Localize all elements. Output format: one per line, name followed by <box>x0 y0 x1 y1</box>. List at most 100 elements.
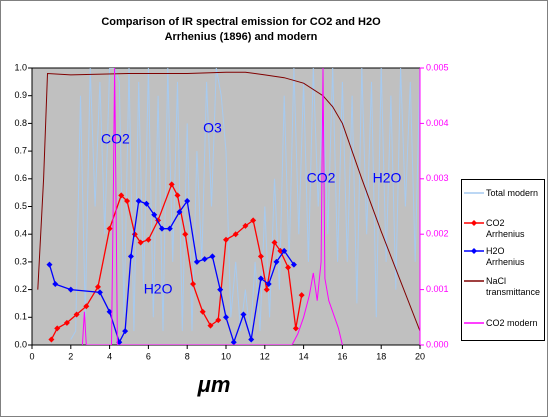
y2-tick-label: 0.002 <box>426 229 449 239</box>
x-tick-label: 0 <box>29 351 34 361</box>
point-marker <box>217 286 224 293</box>
point-marker <box>209 253 216 260</box>
point-marker <box>223 236 229 243</box>
y2-tick-label: 0.000 <box>426 339 449 349</box>
point-marker <box>240 311 247 318</box>
point-marker <box>190 281 197 288</box>
point-marker <box>248 336 255 343</box>
point-marker <box>215 317 222 324</box>
y-tick-label: 0.2 <box>14 284 27 294</box>
point-marker <box>230 339 237 345</box>
point-marker <box>73 311 80 318</box>
x-axis-label: μm <box>197 372 231 397</box>
point-marker <box>106 225 113 232</box>
legend-swatch <box>464 280 484 282</box>
legend-swatch <box>464 192 484 194</box>
point-marker <box>145 236 152 243</box>
point-marker <box>143 200 150 207</box>
point-marker <box>285 264 292 271</box>
series-group <box>37 68 420 345</box>
point-marker <box>223 314 229 321</box>
y-tick-label: 0.9 <box>14 90 27 100</box>
point-marker <box>250 217 257 224</box>
y-tick-label: 0.5 <box>14 201 27 211</box>
legend-label: CO2 Arrhenius <box>486 218 525 239</box>
y-tick-label: 0.3 <box>14 256 27 266</box>
point-marker <box>127 253 134 260</box>
point-marker <box>94 283 101 290</box>
legend-swatch <box>464 220 484 226</box>
point-marker <box>193 258 200 265</box>
x-tick-label: 10 <box>221 351 231 361</box>
point-marker <box>201 256 208 263</box>
point-marker <box>83 303 90 310</box>
point-marker <box>166 225 173 232</box>
x-tick-label: 4 <box>107 351 112 361</box>
point-marker <box>96 289 103 296</box>
point-marker <box>257 275 264 282</box>
point-marker <box>168 181 175 188</box>
point-marker <box>273 258 280 265</box>
y2-tick-label: 0.004 <box>426 118 449 128</box>
plot-area <box>31 67 421 346</box>
point-marker <box>277 247 284 254</box>
point-marker <box>298 292 305 299</box>
annotation: H2O <box>373 170 402 186</box>
y2-tick-label: 0.005 <box>426 62 449 72</box>
annotation: H2O <box>144 280 173 296</box>
point-marker <box>184 197 191 204</box>
point-marker <box>232 231 239 238</box>
x-tick-label: 14 <box>299 351 309 361</box>
series-line <box>48 199 295 345</box>
point-marker <box>48 336 55 343</box>
x-tick-label: 16 <box>337 351 347 361</box>
y-tick-label: 0.7 <box>14 145 27 155</box>
annotation: O3 <box>203 120 222 136</box>
point-marker <box>271 239 278 246</box>
point-marker <box>174 192 181 199</box>
x-tick-label: 2 <box>68 351 73 361</box>
point-marker <box>207 322 214 329</box>
legend-label: H2O Arrhenius <box>486 246 525 267</box>
legend-label: NaCl transmittance <box>486 276 541 297</box>
x-tick-label: 12 <box>260 351 270 361</box>
chart-subtitle: Arrhenius (1896) and modern <box>165 31 318 43</box>
point-marker <box>176 209 183 216</box>
point-marker <box>135 197 142 204</box>
point-marker <box>67 286 74 293</box>
point-marker <box>290 261 297 268</box>
x-tick-label: 8 <box>185 351 190 361</box>
legend: Total modern CO2 Arrhenius H2O Arrhenius Na… <box>461 179 545 341</box>
legend-label: Total modern <box>486 188 539 198</box>
annotation: CO2 <box>307 170 336 186</box>
point-marker <box>118 192 125 199</box>
point-marker <box>124 197 131 204</box>
series-line <box>70 68 420 340</box>
annotation: CO2 <box>101 131 130 147</box>
y-tick-label: 0.0 <box>14 339 27 349</box>
point-marker <box>265 281 272 288</box>
point-marker <box>52 281 59 288</box>
point-marker <box>257 253 264 260</box>
point-marker <box>263 286 270 293</box>
point-marker <box>54 325 61 332</box>
point-marker <box>137 239 144 246</box>
point-marker <box>281 247 288 254</box>
point-marker <box>122 328 129 335</box>
chart-title: Comparison of IR spectral emission for C… <box>101 16 381 28</box>
point-marker <box>199 308 206 315</box>
x-tick-label: 18 <box>376 351 386 361</box>
legend-label: CO2 modern <box>486 318 538 328</box>
y2-tick-label: 0.003 <box>426 173 449 183</box>
y-tick-label: 0.4 <box>14 229 27 239</box>
y-tick-label: 1.0 <box>14 62 27 72</box>
point-marker <box>63 319 70 326</box>
point-marker <box>106 308 113 315</box>
y-tick-label: 0.6 <box>14 173 27 183</box>
point-marker <box>182 231 189 238</box>
point-marker <box>242 222 249 229</box>
point-marker <box>158 225 165 232</box>
series-line <box>81 68 343 345</box>
